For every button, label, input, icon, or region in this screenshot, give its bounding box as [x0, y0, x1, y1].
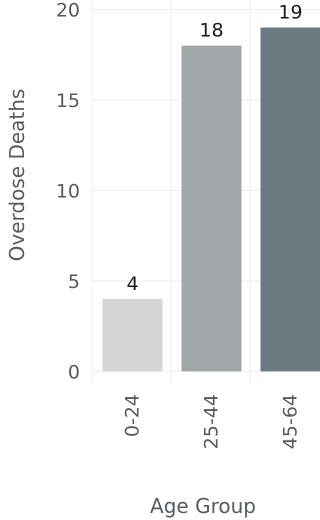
y-axis-ticks: 0 5 10 15 20 [56, 0, 80, 383]
gridlines [91, 0, 320, 384]
x-axis-title: Age Group [150, 494, 256, 518]
y-axis-title: Overdose Deaths [5, 89, 29, 262]
y-tick-label: 5 [68, 271, 80, 293]
y-tick-label: 10 [56, 180, 80, 202]
data-label-45-64: 19 [278, 2, 302, 24]
data-label-25-44: 18 [199, 20, 223, 42]
data-label-0-24: 4 [126, 273, 138, 295]
data-labels: 4 18 19 [126, 2, 302, 295]
y-tick-label: 15 [56, 90, 80, 112]
y-tick-label: 20 [56, 0, 80, 21]
y-tick-label: 0 [68, 361, 80, 383]
x-tick-label: 45-64 [280, 394, 302, 449]
bar-0-24 [102, 298, 163, 372]
x-tick-label: 25-44 [201, 394, 223, 449]
bars [102, 27, 320, 372]
x-axis-ticks: 0-24 25-44 45-64 [122, 394, 302, 449]
x-tick-label: 0-24 [122, 394, 144, 437]
bar-25-44 [181, 45, 242, 372]
bar-45-64 [260, 27, 320, 372]
